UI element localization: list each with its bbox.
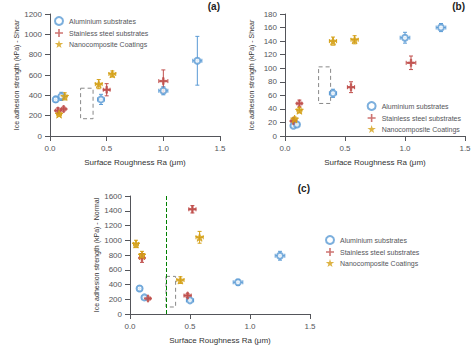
svg-text:Aluminium substrates: Aluminium substrates: [69, 18, 136, 25]
svg-text:Surface Roughness Ra (μm): Surface Roughness Ra (μm): [84, 158, 186, 167]
svg-text:120: 120: [264, 50, 278, 59]
svg-text:0.0: 0.0: [44, 144, 56, 153]
svg-text:40: 40: [268, 104, 277, 113]
svg-text:1600: 1600: [104, 192, 122, 201]
svg-text:1.5: 1.5: [214, 144, 226, 153]
svg-text:Nanocomposite Coatings: Nanocomposite Coatings: [340, 260, 419, 268]
svg-text:Nanocomposite Coatings: Nanocomposite Coatings: [382, 126, 461, 134]
svg-text:1000: 1000: [24, 30, 42, 39]
svg-text:180: 180: [264, 10, 278, 19]
svg-text:1.0: 1.0: [244, 322, 256, 331]
svg-text:100: 100: [264, 64, 278, 73]
svg-text:1.5: 1.5: [459, 144, 471, 153]
svg-text:1.5: 1.5: [304, 322, 316, 331]
svg-text:0.0: 0.0: [124, 322, 136, 331]
svg-text:0.5: 0.5: [184, 322, 196, 331]
svg-text:200: 200: [109, 295, 123, 304]
svg-text:1.0: 1.0: [158, 144, 170, 153]
svg-text:0: 0: [118, 310, 123, 319]
svg-text:Nanocomposite Coatings: Nanocomposite Coatings: [69, 41, 148, 49]
svg-text:Surface Roughness Ra (μm): Surface Roughness Ra (μm): [324, 158, 426, 167]
svg-text:400: 400: [109, 280, 123, 289]
svg-text:800: 800: [109, 251, 123, 260]
svg-text:160: 160: [264, 23, 278, 32]
svg-text:0.5: 0.5: [101, 144, 113, 153]
svg-text:Stainless steel substrates: Stainless steel substrates: [69, 30, 149, 37]
svg-text:(b): (b): [452, 1, 465, 12]
svg-text:Ice adhesion strength (kPa) -: Ice adhesion strength (kPa) - Shear: [13, 19, 21, 130]
svg-text:(c): (c): [298, 183, 310, 194]
svg-text:800: 800: [29, 50, 43, 59]
svg-text:20: 20: [268, 118, 277, 127]
svg-text:1000: 1000: [104, 236, 122, 245]
svg-text:Surface Roughness Ra (μm): Surface Roughness Ra (μm): [169, 336, 271, 345]
svg-text:60: 60: [268, 91, 277, 100]
svg-text:400: 400: [29, 91, 43, 100]
svg-text:1400: 1400: [104, 206, 122, 215]
svg-text:0: 0: [273, 132, 278, 141]
svg-text:Stainless steel substrates: Stainless steel substrates: [340, 249, 420, 256]
svg-text:Aluminium substrates: Aluminium substrates: [382, 103, 449, 110]
svg-text:Stainless steel substrates: Stainless steel substrates: [382, 115, 462, 122]
svg-text:80: 80: [268, 77, 277, 86]
svg-text:600: 600: [29, 71, 43, 80]
svg-text:600: 600: [109, 265, 123, 274]
svg-text:200: 200: [29, 111, 43, 120]
svg-text:0: 0: [38, 132, 43, 141]
svg-text:140: 140: [264, 37, 278, 46]
svg-text:Ice adhesion strength (kPa) -: Ice adhesion strength (kPa) - Shear: [248, 19, 256, 130]
svg-text:0.5: 0.5: [339, 144, 351, 153]
svg-text:1200: 1200: [24, 10, 42, 19]
svg-text:Aluminium substrates: Aluminium substrates: [340, 237, 407, 244]
svg-text:1.0: 1.0: [399, 144, 411, 153]
svg-text:1200: 1200: [104, 221, 122, 230]
svg-text:0.0: 0.0: [279, 144, 291, 153]
svg-text:(a): (a): [208, 1, 220, 12]
svg-text:Ice adhesion strength (kPa) -: Ice adhesion strength (kPa) - Normal: [93, 197, 101, 312]
